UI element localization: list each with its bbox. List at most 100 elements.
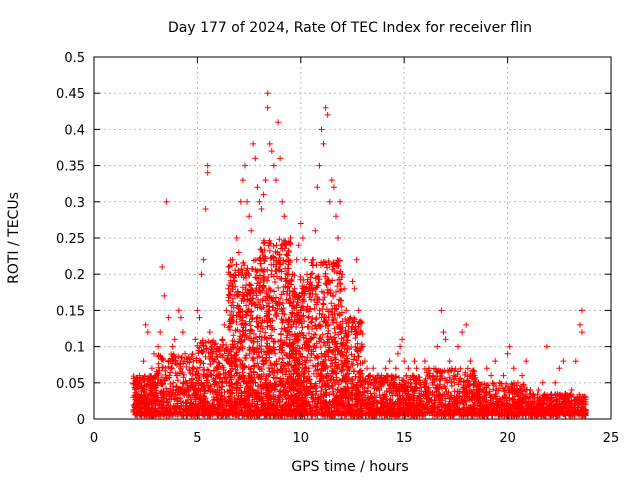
data-point [413,395,420,402]
data-point [283,334,290,341]
data-point [318,375,325,382]
data-point [232,405,239,412]
data-point [293,397,300,404]
data-point [263,290,270,297]
data-point [342,372,349,379]
data-point [446,374,453,381]
data-point [249,378,256,385]
data-point [317,344,324,350]
data-point [248,327,255,334]
data-point [198,385,205,392]
data-point [259,297,266,304]
data-point [476,407,483,414]
data-point [281,391,288,398]
data-point [254,345,261,352]
data-point [222,375,229,382]
data-point [194,372,201,378]
data-point [413,407,420,414]
data-point [242,320,249,327]
data-point [166,391,173,398]
data-point [257,257,264,264]
data-point [333,363,340,370]
data-point [312,316,319,323]
data-point [154,382,161,389]
data-point [259,395,266,402]
data-point [367,373,374,380]
data-point [243,302,250,309]
data-point [299,353,306,360]
data-point [315,282,322,289]
data-point [205,412,212,419]
data-point [234,369,241,376]
data-point [354,348,361,355]
data-point [230,344,237,351]
data-point [338,303,345,310]
data-point [411,408,418,415]
data-point [147,406,154,413]
data-point [249,354,256,361]
data-point [250,339,257,346]
data-point [496,411,503,418]
data-point [218,379,225,385]
data-point [207,383,214,390]
data-point [236,291,243,298]
data-point [232,283,239,290]
data-point [294,316,301,323]
data-point [457,375,464,382]
data-point [316,310,323,317]
data-point [189,364,196,371]
data-point [294,405,301,411]
data-point [361,385,368,392]
data-point [312,323,319,330]
data-point [230,277,237,284]
data-point [314,410,321,417]
data-point [491,403,498,409]
data-point [503,380,510,387]
data-point [317,400,324,406]
data-point [401,387,408,394]
data-point [353,411,359,418]
data-point [225,292,232,298]
data-point [255,324,262,331]
data-point [270,255,277,262]
data-point [454,371,461,378]
data-point [278,361,285,367]
data-point [200,373,207,380]
data-point [240,331,247,338]
data-point [207,339,214,346]
data-point [303,339,310,345]
data-point [328,357,334,364]
data-point [230,332,237,339]
data-point [333,289,339,295]
data-point [233,319,240,325]
data-point [274,273,280,280]
data-point [277,275,284,282]
data-point [209,411,216,418]
data-point [332,359,339,366]
data-point [358,319,365,326]
data-point [457,365,464,372]
data-point [381,401,388,408]
data-point [217,410,224,417]
data-point [325,372,332,379]
data-point [327,333,334,340]
data-point [288,311,295,318]
data-point [249,265,256,272]
data-point [312,344,319,351]
data-point [195,401,202,407]
data-point [309,262,316,269]
data-point [448,382,455,389]
data-point [280,341,287,348]
data-point [403,399,410,406]
data-point [228,308,235,315]
data-point [272,248,279,255]
data-point [198,348,205,355]
data-point [320,405,326,412]
data-point [296,292,303,299]
data-point [514,390,521,397]
data-point [341,412,348,419]
data-point [455,381,462,388]
data-point [282,265,289,272]
data-point [344,355,351,362]
data-point [282,275,289,282]
